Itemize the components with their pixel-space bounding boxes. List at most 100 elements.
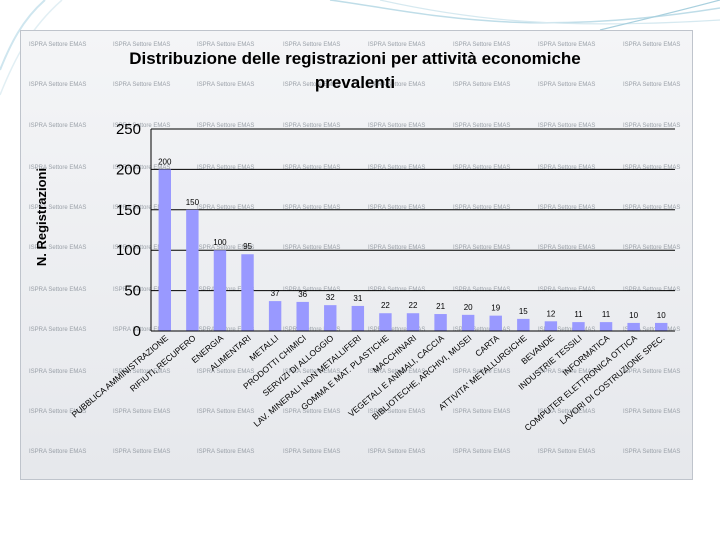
bar (434, 314, 447, 331)
bar (489, 315, 502, 331)
bar (268, 301, 282, 331)
bar (351, 305, 365, 331)
data-label: 15 (519, 307, 528, 316)
y-tick-labels: 0 50 100 150 200 250 (116, 121, 141, 340)
watermark-text: ISPRA Settore EMAS (197, 42, 254, 48)
watermark-text: ISPRA Settore EMAS (538, 165, 595, 171)
watermark-text: ISPRA Settore EMAS (283, 327, 340, 333)
data-labels: 200 150 100 95 37 36 32 31 22 22 21 20 19 15 12 11 11 10 1… (158, 157, 666, 320)
bar (379, 313, 392, 331)
watermark-text: ISPRA Settore EMAS (538, 449, 595, 455)
data-label: 20 (464, 303, 473, 312)
bar (655, 322, 668, 331)
watermark-text: ISPRA Settore EMAS (283, 205, 340, 211)
watermark-text: ISPRA Settore EMAS (368, 82, 425, 88)
data-label: 31 (353, 294, 362, 303)
chart-panel: ISPRA Settore EMAS ISPRA Settore EMAS ISPR… (20, 30, 693, 480)
bar (599, 322, 613, 331)
watermark-text: ISPRA Settore EMAS (29, 245, 86, 251)
watermark-text: ISPRA Settore EMAS (538, 42, 595, 48)
watermark-text: ISPRA Settore EMAS (623, 409, 680, 415)
watermark-text: ISPRA Settore EMAS (538, 327, 595, 333)
watermark-text: ISPRA Settore EMAS (368, 409, 425, 415)
data-label: 21 (436, 302, 445, 311)
y-tick-label: 250 (116, 121, 141, 138)
bar (572, 322, 585, 331)
watermark-text: ISPRA Settore EMAS (453, 327, 510, 333)
bar (213, 250, 227, 331)
watermark-text: ISPRA Settore EMAS (197, 205, 254, 211)
watermark-text: ISPRA Settore EMAS (113, 82, 170, 88)
chart-title-line-1: Distribuzione delle registrazioni per at… (129, 49, 581, 68)
bar (158, 169, 171, 331)
watermark-text: ISPRA Settore EMAS (283, 123, 340, 129)
watermark-text: ISPRA Settore EMAS (197, 369, 254, 375)
watermark-text: ISPRA Settore EMAS (29, 369, 86, 375)
watermark-text: ISPRA Settore EMAS (623, 42, 680, 48)
watermark-text: ISPRA Settore EMAS (453, 123, 510, 129)
data-label: 11 (602, 310, 611, 319)
watermark-text: ISPRA Settore EMAS (623, 449, 680, 455)
watermark-text: ISPRA Settore EMAS (453, 42, 510, 48)
watermark-text: ISPRA Settore EMAS (623, 205, 680, 211)
watermark-text: ISPRA Settore EMAS (453, 449, 510, 455)
watermark-text: ISPRA Settore EMAS (453, 205, 510, 211)
data-label: 36 (298, 290, 307, 299)
watermark-text: ISPRA Settore EMAS (29, 82, 86, 88)
bar (186, 209, 199, 331)
watermark-text: ISPRA Settore EMAS (29, 205, 86, 211)
bar (544, 321, 558, 331)
y-tick-label: 50 (124, 283, 141, 300)
watermark-text: ISPRA Settore EMAS (283, 409, 340, 415)
bar (406, 313, 420, 331)
watermark-text: ISPRA Settore EMAS (113, 409, 170, 415)
watermark-text: ISPRA Settore EMAS (538, 245, 595, 251)
watermark-text: ISPRA Settore EMAS (453, 369, 510, 375)
watermark-text: ISPRA Settore EMAS (197, 82, 254, 88)
chart-title-line-2: prevalenti (315, 73, 395, 92)
y-axis-label: N. Registrazioni (34, 168, 49, 266)
bar (627, 322, 640, 331)
data-label: 11 (574, 310, 583, 319)
corner-swoosh-right-2 (379, 0, 720, 25)
watermark-text: ISPRA Settore EMAS (29, 287, 86, 293)
data-label: 22 (381, 301, 390, 310)
watermark-text: ISPRA Settore EMAS (453, 409, 510, 415)
watermark-text: ISPRA Settore EMAS (113, 42, 170, 48)
bar (324, 305, 337, 331)
data-label: 19 (491, 304, 500, 313)
y-tick-label: 200 (116, 161, 141, 178)
watermark-text: ISPRA Settore EMAS (197, 449, 254, 455)
data-label: 37 (271, 289, 280, 298)
data-label: 10 (629, 311, 638, 320)
watermark-text: ISPRA Settore EMAS (368, 205, 425, 211)
watermark-text: ISPRA Settore EMAS (623, 327, 680, 333)
watermark-text: ISPRA Settore EMAS (283, 449, 340, 455)
watermark-text: ISPRA Settore EMAS (29, 123, 86, 129)
watermark-text: ISPRA Settore EMAS (113, 165, 170, 171)
watermark-text: ISPRA Settore EMAS (113, 205, 170, 211)
bars (158, 169, 668, 331)
y-tick-label: 150 (116, 202, 141, 219)
gridlines (151, 128, 675, 292)
y-tick-label: 100 (116, 242, 141, 259)
bar (461, 314, 475, 331)
watermark-text: ISPRA Settore EMAS (368, 123, 425, 129)
watermark-text: ISPRA Settore EMAS (29, 42, 86, 48)
watermark-text: ISPRA Settore EMAS (283, 165, 340, 171)
data-label: 32 (326, 293, 335, 302)
watermark-text: ISPRA Settore EMAS (197, 123, 254, 129)
watermark-text: ISPRA Settore EMAS (283, 42, 340, 48)
watermark-text: ISPRA Settore EMAS (197, 165, 254, 171)
watermark-text: ISPRA Settore EMAS (113, 369, 170, 375)
watermark-text: ISPRA Settore EMAS (453, 82, 510, 88)
watermark-text: ISPRA Settore EMAS (453, 245, 510, 251)
corner-swoosh-right-3 (599, 0, 720, 31)
watermark-text: ISPRA Settore EMAS (113, 287, 170, 293)
watermark-text: ISPRA Settore EMAS (623, 369, 680, 375)
watermark-text: ISPRA Settore EMAS (368, 369, 425, 375)
watermark-text: ISPRA Settore EMAS (368, 327, 425, 333)
watermark-text: ISPRA Settore EMAS (538, 287, 595, 293)
